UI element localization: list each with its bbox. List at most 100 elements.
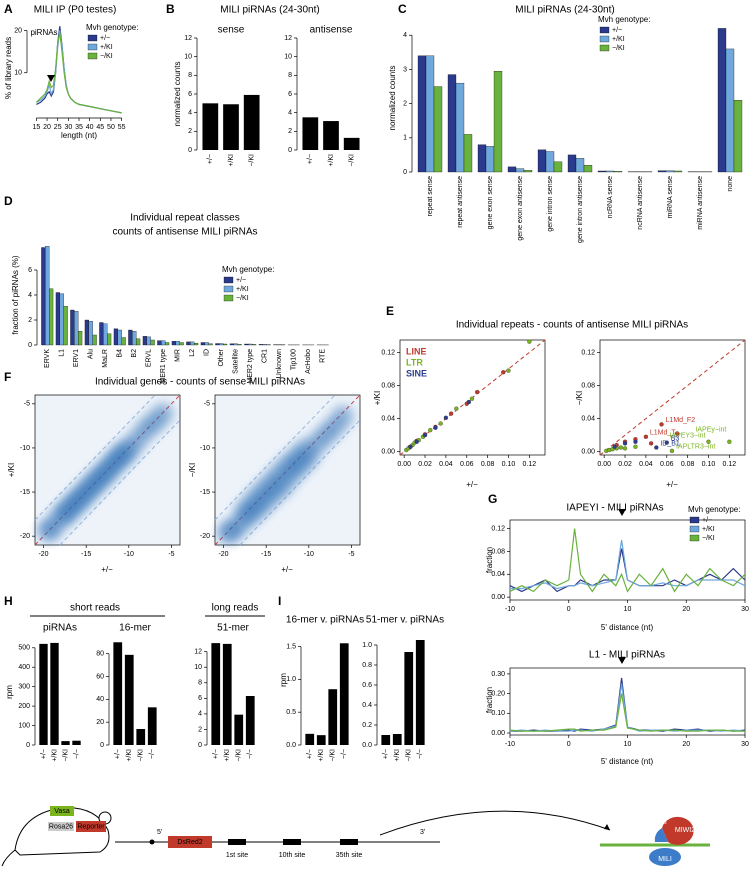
x-tick-label: −/− xyxy=(73,749,80,759)
bar xyxy=(147,707,157,745)
x-axis-label: length (nt) xyxy=(61,131,97,140)
x-tick-label: +/KI xyxy=(394,749,401,762)
x-tick-label: 0.10 xyxy=(702,461,716,468)
point xyxy=(438,421,443,426)
y-axis-label: −/KI xyxy=(575,391,584,405)
y-tick-label: 4 xyxy=(188,110,192,117)
x-tick-label: MER1 type xyxy=(160,349,167,384)
bar xyxy=(433,86,443,173)
bar xyxy=(447,74,457,173)
point xyxy=(433,425,438,430)
panel-letter: C xyxy=(398,2,407,16)
x-tick-label: +/KI xyxy=(228,154,235,167)
y-tick-label: 20 xyxy=(96,719,104,726)
x-tick-label: 0.04 xyxy=(639,461,653,468)
x-tick-label: MaLR xyxy=(102,349,109,368)
y-tick-label: 12 xyxy=(284,35,292,42)
bar xyxy=(717,28,727,173)
rosa-box xyxy=(48,822,74,831)
bar xyxy=(49,288,54,346)
bar xyxy=(61,741,70,745)
legend-swatch xyxy=(689,525,700,533)
bar xyxy=(725,48,735,173)
x-tick-label: 35 xyxy=(75,124,83,131)
bar xyxy=(567,154,577,173)
bar xyxy=(545,151,555,173)
x-tick-label: 45 xyxy=(96,124,104,131)
bar xyxy=(537,149,547,173)
x-tick-label: repeat antisense xyxy=(457,176,464,228)
density-cloud xyxy=(151,402,174,425)
y-axis-label: fraction of piRNAs (%) xyxy=(11,255,20,334)
bar xyxy=(161,340,166,346)
y-tick-label: 6 xyxy=(288,91,292,98)
y-tick-label: 0.0 xyxy=(362,742,372,749)
legend-title: Mvh genotype: xyxy=(598,15,650,24)
chart-subtitle: 51-mer v. piRNAs xyxy=(366,615,444,626)
line-series xyxy=(510,539,746,590)
x-tick-label: −/− xyxy=(247,749,254,759)
x-tick-label: 40 xyxy=(86,124,94,131)
y-tick-label: 0.2 xyxy=(362,722,372,729)
bar xyxy=(99,322,104,346)
legend-label: +/− xyxy=(612,27,622,34)
bar xyxy=(103,323,108,346)
chart-title: Individual genes - counts of sense MILI … xyxy=(95,377,305,388)
bar xyxy=(605,170,615,173)
panel-letter: I xyxy=(278,594,281,608)
x-tick-label: −/KI xyxy=(138,749,145,762)
x-tick-label: -15 xyxy=(81,551,91,558)
bar xyxy=(305,733,315,745)
diagram-label: 10th site xyxy=(279,852,306,859)
mili-shape xyxy=(649,848,681,866)
x-tick-label: 0.02 xyxy=(418,461,432,468)
x-tick-label: L2 xyxy=(189,349,196,357)
bar xyxy=(72,740,81,745)
bar xyxy=(107,333,112,346)
legend-swatch xyxy=(599,26,610,34)
x-tick-label: 0.00 xyxy=(597,461,611,468)
legend-label: +/KI xyxy=(612,36,625,43)
x-axis-label: 5' distance (nt) xyxy=(601,757,654,766)
x-tick-label: −/KI xyxy=(236,749,243,762)
y-axis-label: % of library reads xyxy=(4,37,13,99)
y-tick-label: 8 xyxy=(288,72,292,79)
chart-title: MILI IP (P0 testes) xyxy=(34,5,117,16)
bar xyxy=(425,55,435,173)
x-tick-label: 20 xyxy=(43,124,51,131)
x-tick-label: gene exon sense xyxy=(487,176,494,229)
bar xyxy=(63,306,68,346)
x-tick-label: miRNA antisense xyxy=(697,176,704,230)
chart-title: IAPEYI - MILI piRNAs xyxy=(566,503,663,514)
bar xyxy=(179,342,184,346)
bar xyxy=(186,341,191,346)
y-tick-label: 2 xyxy=(198,726,202,733)
x-tick-label: ncRNA antisense xyxy=(637,176,644,230)
y-tick-label: 0 xyxy=(188,147,192,154)
x-tick-label: -10 xyxy=(505,606,515,613)
site-box xyxy=(340,839,358,845)
y-tick-label: 6 xyxy=(28,267,32,274)
bar xyxy=(234,714,244,745)
bar xyxy=(243,94,260,150)
bar xyxy=(258,344,263,346)
x-tick-label: -20 xyxy=(218,551,228,558)
bar xyxy=(245,696,255,745)
point xyxy=(622,446,628,451)
x-tick-label: ERV1 xyxy=(73,349,80,367)
bar xyxy=(194,342,199,346)
y-tick-label: 0.08 xyxy=(491,548,505,555)
point xyxy=(475,389,480,395)
x-tick-label: ID xyxy=(204,349,211,356)
bar xyxy=(613,171,623,173)
bar xyxy=(41,247,46,346)
line-series xyxy=(35,32,122,114)
line-series xyxy=(509,683,746,732)
plot-frame xyxy=(599,339,746,456)
chart-subtitle: piRNAs xyxy=(43,623,77,634)
y-axis-label: −/KI xyxy=(188,463,197,477)
bar xyxy=(157,340,162,346)
bar xyxy=(165,342,170,346)
group-label: short reads xyxy=(70,603,120,614)
legend-swatch xyxy=(689,516,700,524)
